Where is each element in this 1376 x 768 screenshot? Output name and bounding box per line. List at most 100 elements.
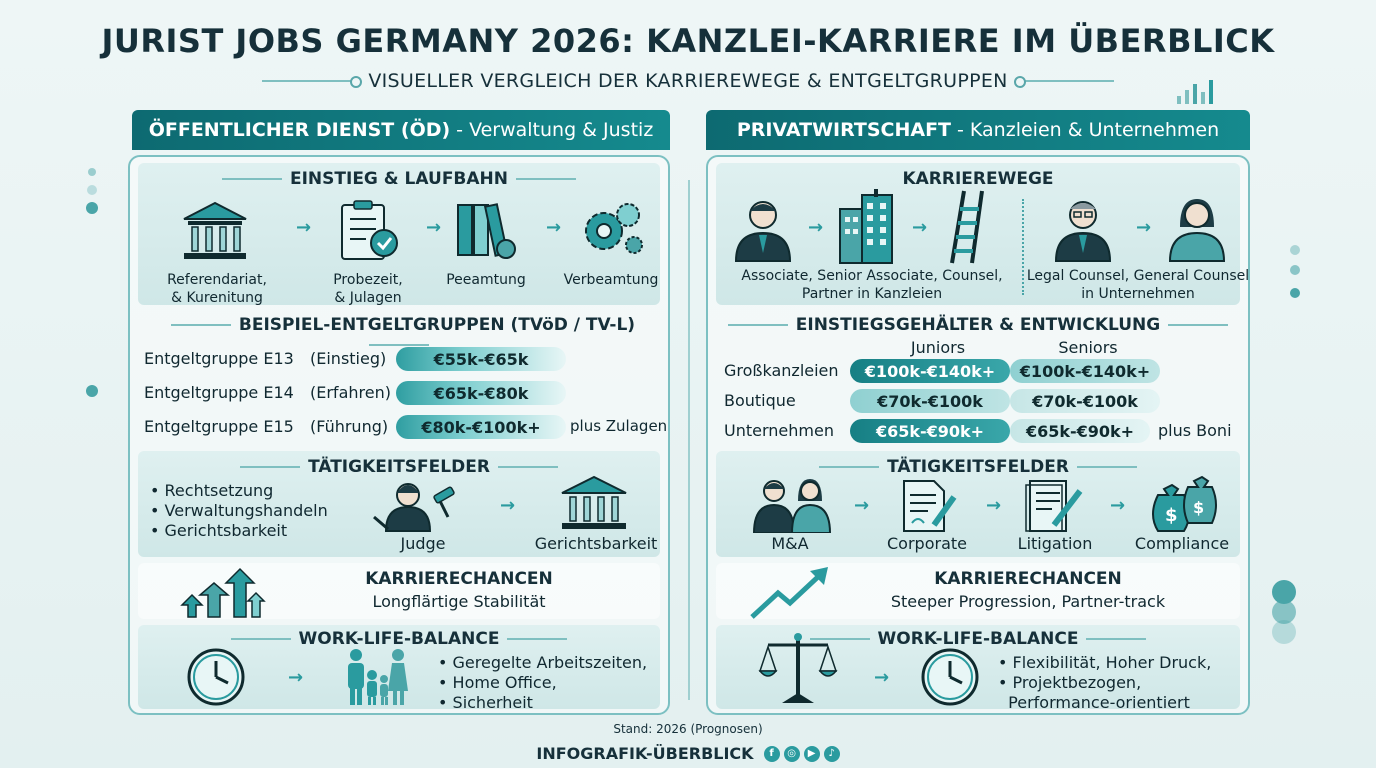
left-header-bold: ÖFFENTLICHER DIENST (ÖD)	[148, 119, 451, 141]
binders-icon	[457, 203, 516, 259]
clock-icon	[921, 648, 979, 706]
chancen-section: KARRIERECHANCEN Steeper Progression, Par…	[716, 563, 1240, 619]
gehalt-bar-juniors: €70k-€100k	[850, 389, 1010, 413]
person-icon	[734, 201, 792, 262]
gehalt-bar-juniors: €65k-€90k+	[850, 419, 1010, 443]
entgelt-bar: €65k-€80k	[396, 381, 566, 405]
taetigkeit-label: Litigation	[1017, 534, 1093, 553]
gehalt-row-label: Unternehmen	[724, 421, 834, 440]
right-header-bold: PRIVATWIRTSCHAFT	[736, 119, 952, 141]
gehalt-row-label: Boutique	[724, 391, 796, 410]
right-header-rest: - Kanzleien & Unternehmen	[957, 119, 1220, 141]
list-item: • Gerichtsbarkeit	[150, 521, 288, 540]
family-icon	[348, 649, 408, 705]
wege-label-kanzlei: Associate, Senior Associate, Counsel, Pa…	[741, 268, 1003, 302]
right-panel: KARRIEREWEGE → → →	[706, 155, 1250, 715]
youtube-icon[interactable]: ▶	[803, 745, 820, 762]
list-item: • Home Office,	[438, 673, 557, 692]
taetigkeit-label: M&A	[771, 534, 809, 553]
gehalt-bar-juniors: €100k-€140k+	[850, 359, 1010, 383]
gehalt-section: EINSTIEGSGEHÄLTER & ENTWICKLUNG Juniors …	[708, 313, 1248, 445]
divider	[688, 180, 690, 700]
right-panel-header: PRIVATWIRTSCHAFT - Kanzleien & Unternehm…	[706, 110, 1250, 150]
money-bags-icon: $ $	[1152, 475, 1217, 532]
facebook-icon[interactable]: f	[763, 745, 780, 762]
entgelt-group: Entgeltgruppe E15	[144, 417, 294, 436]
tiktok-icon[interactable]: ♪	[823, 745, 840, 762]
entgelt-section: BEISPIEL-ENTGELTGRUPPEN (TVöD / TV-L) En…	[130, 313, 668, 445]
left-panel-header: ÖFFENTLICHER DIENST (ÖD) - Verwaltung & …	[132, 110, 670, 150]
instagram-icon[interactable]: ◎	[783, 745, 800, 762]
svg-text:$: $	[1165, 505, 1178, 526]
list-item: • Geregelte Arbeitszeiten,	[438, 653, 648, 672]
arrow-icon: →	[500, 495, 516, 516]
clipboard-icon	[341, 200, 398, 260]
list-item: • Verwaltungshandeln	[150, 501, 328, 520]
section-title: EINSTIEG & LAUFBAHN	[138, 169, 660, 189]
chancen-text: Longflärtige Stabilität	[372, 592, 546, 611]
entgelt-bar: €55k-€65k	[396, 347, 566, 371]
einstieg-section: EINSTIEG & LAUFBAHN → → →	[138, 163, 660, 306]
taetigkeit-label: Judge	[400, 534, 446, 553]
ladder-icon	[950, 190, 984, 264]
subtitle: VISUELLER VERGLEICH DER KARRIEREWEGE & E…	[368, 70, 1008, 92]
list-item: • Sicherheit	[438, 693, 533, 712]
building-icon	[839, 189, 893, 264]
footer-brand: INFOGRAFIK-ÜBERBLICK	[536, 744, 754, 763]
footer-stand: Stand: 2026 (Prognosen)	[613, 722, 763, 736]
section-title: TÄTIGKEITSFELDER	[138, 457, 660, 477]
arrow-icon: →	[874, 667, 890, 688]
decor-dot	[88, 168, 96, 176]
left-panel: EINSTIEG & LAUFBAHN → → →	[128, 155, 670, 715]
section-title: WORK-LIFE-BALANCE	[716, 629, 1240, 649]
courthouse-icon	[561, 475, 627, 529]
arrow-icon: →	[426, 217, 442, 238]
chancen-text: Steeper Progression, Partner-track	[890, 592, 1166, 611]
wlb-section: WORK-LIFE-BALANCE → • Geregelte Arbeitsz…	[138, 625, 660, 712]
decor-dot	[87, 185, 97, 195]
list-item: • Projektbezogen,	[998, 673, 1142, 692]
section-title: TÄTIGKEITSFELDER	[716, 457, 1240, 477]
courthouse-icon	[183, 201, 247, 259]
section-title: KARRIEREWEGE	[902, 169, 1054, 189]
taetigkeit-label: Corporate	[887, 534, 967, 553]
clock-icon	[187, 648, 245, 706]
page-title: JURIST JOBS GERMANY 2026: KANZLEI-KARRIE…	[101, 22, 1275, 60]
judge-icon	[373, 483, 455, 532]
file-pen-icon	[1025, 480, 1083, 532]
arrows-up-icon	[180, 567, 266, 618]
step-label: Peeamtung	[446, 272, 526, 288]
arrow-icon: →	[546, 217, 562, 238]
step-label: Referendariat, & Kurenitung	[167, 272, 267, 306]
arrow-icon: →	[1136, 217, 1152, 238]
decor-dot	[1290, 265, 1300, 275]
decor-dot	[1272, 600, 1296, 624]
decor-dot	[1290, 288, 1300, 298]
chancen-section: KARRIERECHANCEN Longflärtige Stabilität	[138, 563, 660, 619]
wege-label-unternehmen: Legal Counsel, General Counsel in Untern…	[1026, 268, 1250, 302]
decor-dot	[86, 202, 98, 214]
list-item: • Flexibilität, Hoher Druck,	[998, 653, 1212, 672]
trend-up-icon	[750, 567, 828, 619]
divider	[1013, 76, 1114, 88]
gears-icon	[585, 203, 643, 254]
people-icon	[752, 479, 832, 533]
wlb-list: • Flexibilität, Hoher Druck, • Projektbe…	[998, 653, 1211, 713]
list-item: Performance-orientiert	[1008, 693, 1190, 712]
section-title: KARRIERECHANCEN	[934, 569, 1122, 589]
arrow-icon: →	[912, 217, 928, 238]
subtitle-row: VISUELLER VERGLEICH DER KARRIEREWEGE & E…	[0, 70, 1376, 92]
entgelt-group: Entgeltgruppe E13	[144, 349, 294, 368]
gehalt-note: plus Boni	[1158, 421, 1232, 440]
step-label: Verbeamtung	[563, 272, 659, 288]
decor-dot	[1272, 620, 1296, 644]
taetigkeit-label: Gerichtsbarkeit	[534, 534, 658, 553]
entgelt-bar: €80k-€100k+	[396, 415, 566, 439]
entgelt-note: plus Zulagen	[570, 417, 668, 435]
taetigkeit-section: TÄTIGKEITSFELDER • Rechtsetzung • Verwal…	[138, 451, 660, 557]
arrow-icon: →	[854, 495, 870, 516]
footer: INFOGRAFIK-ÜBERBLICK f ◎ ▶ ♪	[0, 744, 1376, 763]
decor-dot	[86, 385, 98, 397]
wlb-list: • Geregelte Arbeitszeiten, • Home Office…	[438, 653, 647, 713]
entgelt-group: Entgeltgruppe E14	[144, 383, 294, 402]
